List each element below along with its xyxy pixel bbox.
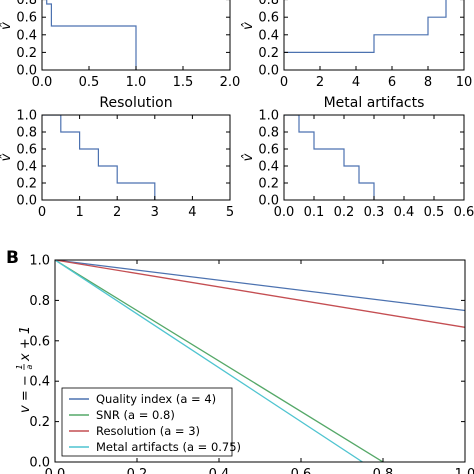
y-tick-label: 0.8	[16, 126, 37, 141]
y-axis-label: v̂	[0, 153, 14, 161]
x-tick-label: 2	[113, 205, 121, 220]
x-tick-label: 5	[226, 205, 234, 220]
y-tick-label: 0.8	[16, 0, 37, 8]
y-tick-label: 0.4	[258, 28, 279, 43]
chart-3: 0 1 2 3 4 5 0.0 0.2 0.4 0.6 0.8 1.0 Resolution v̂	[0, 95, 234, 220]
x-tick-label: 0.6	[291, 467, 312, 474]
y-tick-label: 0.8	[29, 294, 50, 309]
y-tick-label: 0.8	[258, 126, 279, 141]
y-tick-label: 0.6	[29, 334, 50, 349]
x-tick-label: 0.4	[209, 467, 230, 474]
y-label-pre: v = −	[18, 375, 33, 413]
chart-1: 0.0 0.5 1.0 1.5 2.0 0.0 0.2 0.4 0.6 0.8 v̂	[0, 0, 240, 90]
x-tick-label: 0.2	[127, 467, 148, 474]
y-tick-label: 0.6	[16, 143, 37, 158]
y-tick-label: 0.0	[258, 194, 279, 209]
y-axis-label: v̂	[0, 22, 14, 30]
y-tick-label: 0.0	[16, 64, 37, 79]
y-label-post: x + 1	[18, 326, 33, 362]
y-tick-label: 1.0	[29, 254, 50, 269]
y-tick-label: 0.4	[16, 160, 37, 175]
series-line-1	[55, 260, 465, 312]
x-tick-label: 1.0	[455, 467, 474, 474]
x-tick-label: 1	[75, 205, 83, 220]
plot-frame	[41, 114, 231, 201]
x-tick-label: 2.0	[220, 75, 241, 90]
x-tick-label: 0	[280, 75, 288, 90]
chart-title: Metal artifacts	[324, 95, 425, 111]
series-line-1	[42, 115, 156, 200]
plot-frame	[283, 0, 465, 71]
y-tick-label: 0.6	[258, 11, 279, 26]
x-tick-label: 1.0	[126, 75, 147, 90]
y-tick-label: 1.0	[258, 109, 279, 124]
x-tick-label: 0.4	[394, 205, 415, 220]
y-tick-label: 0.8	[258, 0, 279, 8]
series-line-1	[284, 115, 375, 200]
x-tick-label: 0.0	[45, 467, 66, 474]
x-tick-label: 4	[352, 75, 360, 90]
x-tick-label: 2	[316, 75, 324, 90]
y-tick-label: 0.0	[258, 64, 279, 79]
x-tick-label: 0.6	[454, 205, 474, 220]
y-tick-label: 0.6	[258, 143, 279, 158]
legend-entry-1: Quality index (a = 4)	[96, 392, 216, 406]
y-tick-label: 0.2	[29, 415, 50, 430]
legend-entry-3: Resolution (a = 3)	[96, 424, 200, 438]
y-tick-label: 0.4	[258, 160, 279, 175]
y-tick-label: 0.2	[16, 46, 37, 61]
y-tick-label: 0.0	[29, 456, 50, 471]
chart-5: 0.0 0.2 0.4 0.6 0.8 1.0 0.0 0.2 0.4 0.6 0.8 1.0 v = …	[15, 254, 474, 474]
x-tick-label: 10	[456, 75, 473, 90]
y-axis-label: v̂	[241, 22, 256, 30]
y-tick-label: 0.0	[16, 194, 37, 209]
y-tick-label: 0.6	[16, 11, 37, 26]
chart-2: 0 2 4 6 8 10 0.0 0.2 0.4 0.6 0.8 v̂	[241, 0, 472, 90]
x-tick-label: 6	[388, 75, 396, 90]
x-tick-label: 0.0	[32, 75, 53, 90]
x-tick-label: 0.5	[79, 75, 100, 90]
y-label-num: 1	[15, 364, 24, 369]
x-tick-label: 0.2	[334, 205, 355, 220]
chart-4: 0.0 0.1 0.2 0.3 0.4 0.5 0.6 0.0 0.2 0.4 0.6 0.8 1.0 M…	[241, 95, 474, 220]
series-line-1	[284, 0, 447, 54]
x-tick-label: 1.5	[173, 75, 194, 90]
panel-b-label: B	[6, 248, 19, 268]
y-tick-label: 0.4	[29, 375, 50, 390]
legend-entry-2: SNR (a = 0.8)	[96, 408, 175, 422]
x-tick-label: 4	[188, 205, 196, 220]
plot-frame	[54, 259, 466, 463]
y-label-den: a	[25, 364, 34, 369]
x-tick-label: 8	[424, 75, 432, 90]
y-tick-label: 0.2	[16, 177, 37, 192]
y-tick-label: 1.0	[16, 109, 37, 124]
legend-entry-4: Metal artifacts (a = 0.75)	[96, 440, 241, 454]
x-tick-label: 3	[151, 205, 159, 220]
legend-box	[61, 387, 233, 457]
series-line-4	[55, 260, 363, 462]
y-axis-label: v̂	[241, 153, 256, 161]
y-tick-label: 0.2	[258, 177, 279, 192]
x-tick-label: 0.5	[424, 205, 445, 220]
chart-title: Resolution	[99, 95, 172, 111]
x-tick-label: 0	[38, 205, 46, 220]
x-tick-label: 0.0	[274, 205, 295, 220]
y-tick-label: 0.2	[258, 46, 279, 61]
series-line-3	[55, 260, 465, 328]
x-tick-label: 0.1	[304, 205, 325, 220]
series-line-1	[46, 0, 137, 70]
legend: Quality index (a = 4) SNR (a = 0.8) Resolu…	[61, 387, 241, 457]
y-tick-label: 0.4	[16, 28, 37, 43]
x-tick-label: 0.3	[364, 205, 385, 220]
series-line-2	[55, 260, 384, 462]
y-axis-label: v = − 1 a x + 1	[15, 326, 34, 413]
x-tick-label: 0.8	[373, 467, 394, 474]
